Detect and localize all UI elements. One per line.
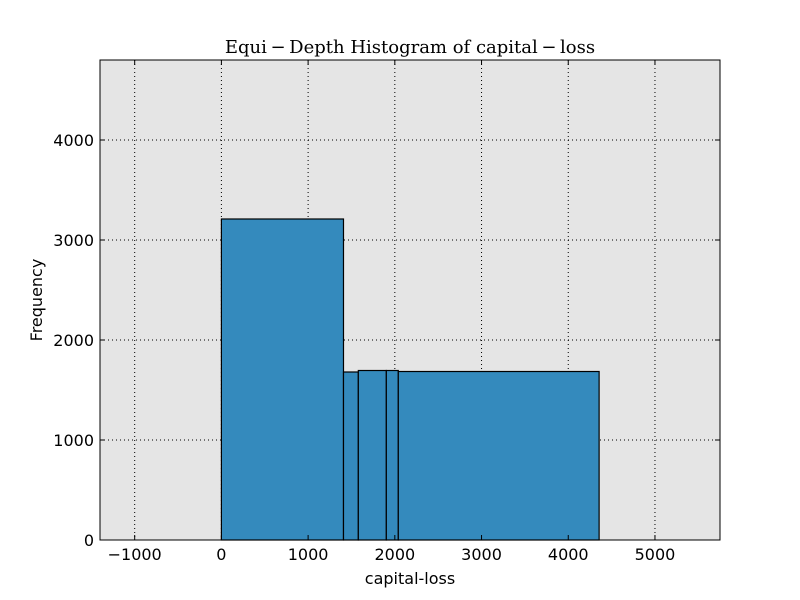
x-tick-label: 0: [216, 545, 226, 564]
x-tick-label: 5000: [635, 545, 676, 564]
x-tick-label: −1000: [108, 545, 162, 564]
x-tick-label: 2000: [374, 545, 415, 564]
y-tick-label: 3000: [53, 231, 94, 250]
bars-layer: [220, 218, 600, 541]
y-axis-label: Frequency: [27, 259, 46, 342]
histogram-bar: [385, 369, 399, 541]
y-tick-label: 4000: [53, 131, 94, 150]
x-tick-label: 3000: [461, 545, 502, 564]
ticks-layer: −1000 0 1000 2000 3000 4000 5000 0 1000 2000 3000 4…: [53, 60, 720, 564]
y-tick-label: 2000: [53, 331, 94, 350]
x-axis-label: capital-loss: [365, 569, 455, 588]
plot-frame: [99, 59, 721, 541]
x-tick-label: 4000: [548, 545, 589, 564]
y-tick-label: 1000: [53, 431, 94, 450]
histogram-bar: [220, 218, 345, 541]
chart-title: Equi − Depth Histogram of capital − loss: [225, 37, 595, 58]
x-tick-label: 1000: [288, 545, 329, 564]
y-tick-label: 0: [84, 531, 94, 550]
histogram-bar: [342, 371, 359, 541]
histogram-bar: [397, 370, 600, 541]
histogram-bar: [357, 369, 387, 541]
